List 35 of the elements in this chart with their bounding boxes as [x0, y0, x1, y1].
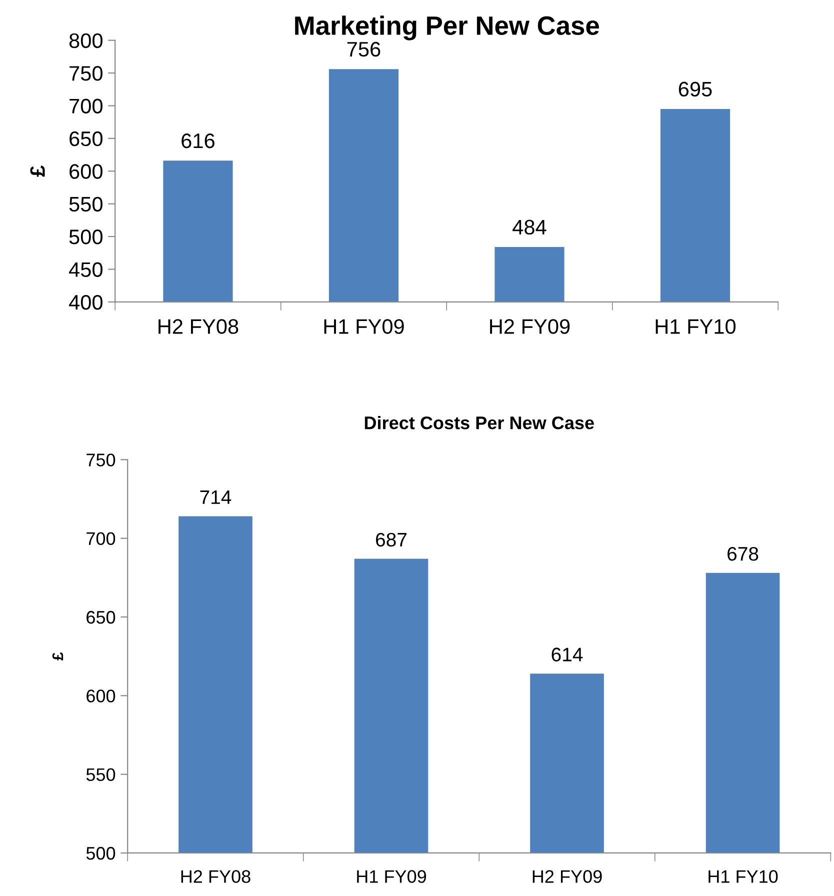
x-tick-label: H1 FY09 — [324, 319, 404, 334]
y-axis-title: £ — [52, 652, 64, 660]
x-tick-label: H2 FY08 — [181, 870, 250, 883]
data-label: 614 — [552, 648, 583, 662]
y-tick-label: 600 — [86, 690, 116, 702]
chart-title: Direct Costs Per New Case — [364, 416, 594, 430]
y-tick-label: 500 — [69, 230, 102, 244]
y-tick-label: 400 — [69, 294, 102, 310]
y-tick-label: 650 — [86, 610, 116, 624]
x-tick-label: H1 FY10 — [708, 870, 778, 883]
y-tick-label: 750 — [70, 66, 102, 81]
y-tick-label: 550 — [69, 196, 102, 212]
y-tick-label: 600 — [70, 164, 102, 179]
data-label: 756 — [347, 42, 380, 57]
x-tick-label: H1 FY10 — [656, 319, 736, 334]
y-tick-label: 800 — [69, 33, 102, 48]
x-tick-label: H2 FY09 — [532, 870, 602, 883]
chart-title: Marketing Per New Case — [295, 16, 599, 40]
y-tick-label: 750 — [86, 454, 116, 466]
data-label: 616 — [182, 133, 214, 148]
data-label: 484 — [512, 220, 546, 235]
y-tick-label: 650 — [70, 131, 102, 146]
x-tick-label: H1 FY09 — [357, 870, 426, 883]
y-tick-label: 450 — [69, 262, 102, 277]
data-label: 695 — [678, 82, 712, 97]
y-tick-label: 700 — [86, 532, 116, 546]
y-tick-label: 700 — [70, 98, 102, 114]
x-tick-label: H2 FY08 — [158, 319, 238, 334]
data-label: 687 — [376, 532, 406, 547]
x-tick-label: H2 FY09 — [490, 319, 570, 334]
y-tick-label: 500 — [86, 846, 116, 860]
y-tick-label: 550 — [86, 768, 116, 782]
y-axis-title: £ — [30, 166, 45, 177]
data-label: 714 — [200, 490, 232, 504]
data-label: 678 — [728, 546, 758, 561]
